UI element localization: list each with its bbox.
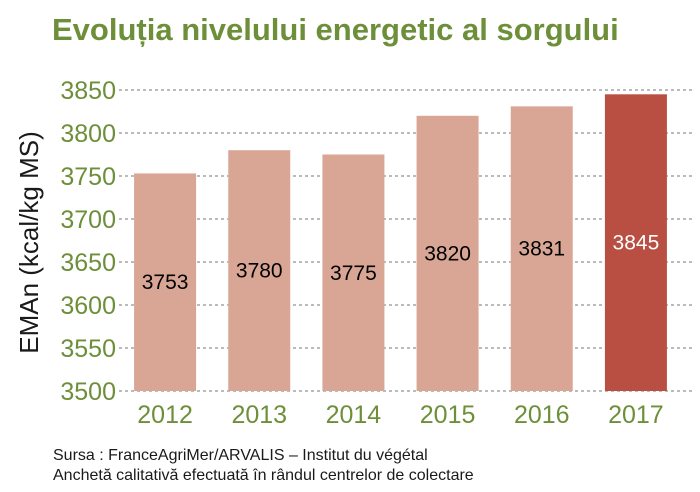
x-tick-label: 2014 [326,401,382,429]
y-tick-label: 3800 [60,120,116,148]
bar [134,173,197,391]
bar [322,154,385,391]
y-tick-label: 3750 [60,163,116,191]
y-axis-title: EMAn (kcal/kg MS) [14,131,44,354]
y-tick-label: 3550 [60,335,116,363]
chart-title: Evoluția nivelului energetic al sorgului [52,12,619,47]
data-label: 3753 [142,271,189,294]
y-tick-label: 3600 [60,292,116,320]
bar [510,106,573,391]
survey-note: Anchetă calitativă efectuată în rândul c… [53,467,474,484]
data-label: 3845 [613,232,660,255]
y-tick-label: 3850 [60,77,116,105]
y-tick-label: 3500 [60,378,116,406]
data-label: 3775 [330,262,377,285]
y-tick-label: 3650 [60,249,116,277]
x-tick-label: 2013 [231,401,287,429]
data-label: 3780 [236,260,283,283]
bar-chart: 3500 3550 3600 3650 3700 3750 3800 3850 3753 2012… [14,77,694,429]
bar [604,94,667,392]
chart-footer: Sursa : FranceAgriMer/ARVALIS – Institut… [53,446,474,486]
data-label: 3820 [424,242,471,265]
x-tick-label: 2012 [137,401,193,429]
y-tick-label: 3700 [60,206,116,234]
source-note: Sursa : FranceAgriMer/ARVALIS – Institut… [53,447,428,464]
x-tick-label: 2016 [514,401,570,429]
x-tick-label: 2017 [608,401,664,429]
bar [228,150,291,391]
data-label: 3831 [518,238,565,261]
x-tick-label: 2015 [420,401,476,429]
bar [416,115,479,392]
